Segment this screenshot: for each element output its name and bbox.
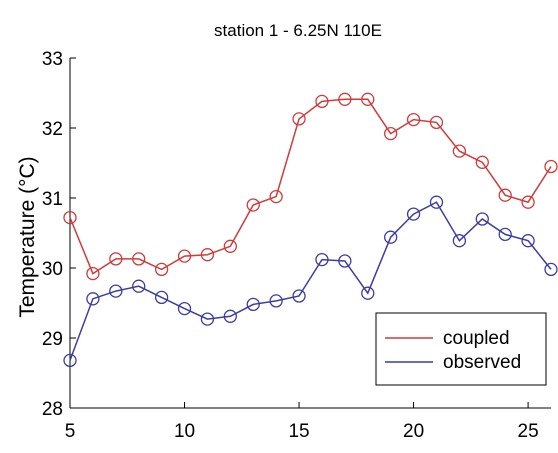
y-axis-label: Temperature (°C) bbox=[16, 156, 39, 317]
data-point-observed bbox=[154, 290, 169, 305]
series-line-observed bbox=[69, 201, 552, 361]
x-tick-label: 5 bbox=[65, 421, 76, 442]
data-point-coupled bbox=[361, 92, 375, 106]
data-point-observed bbox=[384, 230, 398, 244]
y-tick-label: 33 bbox=[42, 49, 63, 70]
data-point-observed bbox=[109, 284, 123, 298]
data-point-observed bbox=[475, 212, 489, 226]
data-point-coupled bbox=[223, 239, 237, 253]
data-point-coupled bbox=[109, 252, 123, 266]
data-point-coupled bbox=[177, 249, 192, 263]
series-layer bbox=[63, 92, 558, 368]
data-point-coupled bbox=[292, 112, 306, 126]
data-point-observed bbox=[544, 262, 558, 277]
series-line-coupled bbox=[69, 98, 552, 275]
x-tick-label: 15 bbox=[288, 421, 309, 442]
data-point-observed bbox=[429, 195, 444, 209]
data-point-coupled bbox=[132, 252, 146, 266]
data-point-observed bbox=[86, 292, 100, 306]
legend-box bbox=[375, 312, 547, 386]
series-coupled bbox=[63, 92, 558, 281]
data-point-coupled bbox=[429, 115, 444, 130]
data-point-observed bbox=[246, 297, 260, 312]
data-point-coupled bbox=[63, 210, 77, 225]
legend: coupled observed bbox=[375, 312, 547, 386]
data-point-coupled bbox=[521, 195, 535, 209]
data-point-observed bbox=[200, 312, 215, 326]
data-point-observed bbox=[406, 207, 421, 221]
data-point-coupled bbox=[498, 188, 512, 202]
data-point-coupled bbox=[86, 266, 100, 281]
data-point-observed bbox=[269, 294, 283, 308]
legend-label-observed: observed bbox=[443, 352, 521, 373]
data-point-coupled bbox=[384, 126, 398, 141]
data-point-coupled bbox=[338, 92, 352, 106]
data-point-observed bbox=[521, 234, 535, 248]
data-point-observed bbox=[452, 234, 467, 248]
data-point-observed bbox=[63, 353, 77, 368]
data-point-coupled bbox=[544, 159, 558, 174]
data-point-observed bbox=[223, 309, 237, 323]
chart-title: station 1 - 6.25N 110E bbox=[214, 21, 382, 40]
y-tick-label: 28 bbox=[42, 399, 63, 420]
x-tick-label: 10 bbox=[174, 421, 195, 442]
data-point-coupled bbox=[269, 189, 283, 204]
data-point-observed bbox=[338, 254, 352, 268]
data-point-coupled bbox=[246, 198, 260, 212]
data-point-observed bbox=[315, 252, 329, 267]
axes: 5 10 15 20 25 28 29 30 31 32 33 bbox=[42, 49, 551, 442]
data-point-observed bbox=[498, 227, 512, 242]
x-tick-label: 25 bbox=[518, 421, 539, 442]
y-tick-label: 29 bbox=[42, 329, 63, 350]
data-point-observed bbox=[361, 286, 375, 300]
series-observed bbox=[63, 195, 558, 368]
data-point-coupled bbox=[315, 94, 329, 109]
y-tick-label: 31 bbox=[42, 189, 63, 210]
x-tick-label: 20 bbox=[403, 421, 424, 442]
legend-label-coupled: coupled bbox=[443, 328, 510, 349]
data-point-observed bbox=[177, 301, 192, 316]
y-tick-label: 32 bbox=[42, 119, 63, 140]
data-point-coupled bbox=[452, 144, 467, 158]
data-point-coupled bbox=[475, 155, 489, 169]
data-point-coupled bbox=[154, 262, 169, 277]
y-tick-label: 30 bbox=[42, 259, 63, 280]
data-point-observed bbox=[132, 279, 146, 293]
data-point-coupled bbox=[200, 248, 215, 262]
data-point-coupled bbox=[406, 112, 421, 127]
data-point-observed bbox=[292, 289, 306, 303]
